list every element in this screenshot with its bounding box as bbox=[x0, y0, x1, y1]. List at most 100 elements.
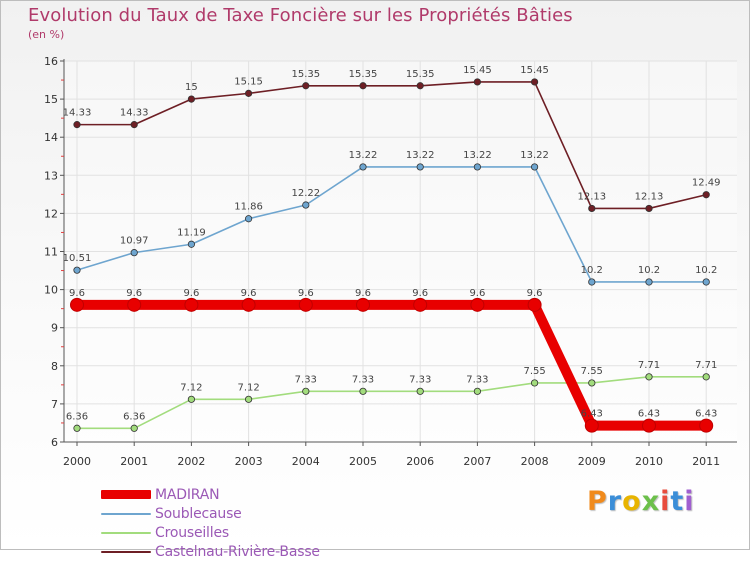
data-label-madiran-2000: 9.6 bbox=[69, 288, 85, 299]
point-crouseilles-2010 bbox=[645, 373, 653, 381]
data-label-soublecause-2000: 10.51 bbox=[63, 253, 92, 264]
data-label-castelnau-rivi-re-basse-2009: 12.13 bbox=[577, 191, 606, 202]
data-label-castelnau-rivi-re-basse-2007: 15.45 bbox=[463, 65, 492, 76]
point-madiran-2001 bbox=[127, 297, 142, 312]
x-tick-label-2000: 2000 bbox=[63, 455, 91, 468]
point-castelnau-rivi-re-basse-2009 bbox=[588, 204, 596, 213]
x-tick-label-2007: 2007 bbox=[463, 455, 491, 468]
point-soublecause-2009 bbox=[588, 278, 596, 286]
data-label-madiran-2005: 9.6 bbox=[355, 288, 371, 299]
data-label-madiran-2008: 9.6 bbox=[527, 288, 543, 299]
point-soublecause-2001 bbox=[130, 249, 138, 257]
point-soublecause-2007 bbox=[473, 163, 481, 171]
data-label-soublecause-2008: 13.22 bbox=[520, 150, 549, 161]
logo-letter: o bbox=[622, 486, 642, 517]
data-label-madiran-2010: 6.43 bbox=[638, 409, 660, 420]
point-crouseilles-2005 bbox=[359, 387, 367, 395]
y-tick-label-12: 12 bbox=[44, 207, 58, 220]
point-crouseilles-2009 bbox=[588, 379, 596, 387]
data-label-crouseilles-2009: 7.55 bbox=[581, 366, 603, 377]
legend-item-castelnau[interactable]: Castelnau-Rivière-Basse bbox=[101, 542, 320, 561]
point-crouseilles-2000 bbox=[73, 424, 81, 432]
legend-swatch-crouseilles bbox=[101, 531, 151, 534]
logo-letter: i bbox=[660, 486, 671, 517]
y-tick-label-13: 13 bbox=[44, 169, 58, 182]
point-madiran-2005 bbox=[356, 297, 370, 312]
data-label-madiran-2004: 9.6 bbox=[298, 288, 314, 299]
data-label-castelnau-rivi-re-basse-2010: 12.13 bbox=[635, 191, 664, 202]
x-tick-label-2004: 2004 bbox=[292, 455, 320, 468]
series-line-madiran bbox=[72, 299, 712, 431]
data-label-soublecause-2002: 11.19 bbox=[177, 227, 206, 238]
data-label-crouseilles-2001: 6.36 bbox=[123, 411, 145, 422]
y-tick-label-9: 9 bbox=[51, 322, 58, 335]
point-madiran-2007 bbox=[470, 297, 485, 312]
data-label-madiran-2009: 6.43 bbox=[581, 409, 603, 420]
legend-swatch-madiran bbox=[101, 490, 151, 499]
legend-item-madiran[interactable]: MADIRAN bbox=[101, 485, 320, 504]
data-label-castelnau-rivi-re-basse-2011: 12.49 bbox=[692, 178, 721, 189]
data-label-castelnau-rivi-re-basse-2002: 15 bbox=[185, 82, 198, 93]
series-line-castelnau-rivi-re-basse bbox=[76, 81, 708, 210]
data-label-crouseilles-2011: 7.71 bbox=[695, 360, 717, 371]
x-tick-label-2002: 2002 bbox=[177, 455, 205, 468]
data-label-crouseilles-2004: 7.33 bbox=[295, 374, 317, 385]
logo-letter: x bbox=[641, 486, 661, 517]
legend-label-castelnau: Castelnau-Rivière-Basse bbox=[155, 543, 320, 560]
series-madiran bbox=[70, 297, 714, 433]
data-label-madiran-2002: 9.6 bbox=[183, 288, 199, 299]
point-castelnau-rivi-re-basse-2004 bbox=[302, 82, 310, 90]
data-label-crouseilles-2008: 7.55 bbox=[523, 366, 545, 377]
point-crouseilles-2007 bbox=[473, 387, 481, 395]
x-tick-label-2001: 2001 bbox=[120, 455, 148, 468]
series-castelnau-rivi-re-basse bbox=[73, 78, 710, 213]
axes: 6 7 8 9 10 11 12 13 14 15 16 2000 2001 2002 2003 2004 20… bbox=[44, 55, 737, 468]
series-layer bbox=[70, 78, 714, 433]
legend-label-soublecause: Soublecause bbox=[155, 505, 242, 522]
legend-swatch-soublecause bbox=[101, 512, 151, 515]
point-soublecause-2005 bbox=[359, 163, 367, 171]
logo-letter: P bbox=[587, 486, 608, 517]
legend-swatch-castelnau bbox=[101, 550, 151, 553]
point-castelnau-rivi-re-basse-2006 bbox=[416, 82, 424, 90]
point-madiran-2004 bbox=[298, 297, 313, 312]
x-tick-label-2008: 2008 bbox=[521, 455, 549, 468]
point-madiran-2010 bbox=[642, 418, 656, 433]
point-madiran-2003 bbox=[241, 297, 256, 312]
data-label-soublecause-2006: 13.22 bbox=[406, 150, 435, 161]
legend-item-crouseilles[interactable]: Crouseilles bbox=[101, 523, 320, 542]
point-crouseilles-2006 bbox=[416, 387, 424, 395]
point-castelnau-rivi-re-basse-2005 bbox=[359, 82, 367, 90]
series-line-soublecause bbox=[76, 166, 708, 283]
point-castelnau-rivi-re-basse-2002 bbox=[187, 95, 195, 103]
data-label-soublecause-2011: 10.2 bbox=[695, 265, 717, 276]
legend-item-soublecause[interactable]: Soublecause bbox=[101, 504, 320, 523]
data-label-castelnau-rivi-re-basse-2000: 14.33 bbox=[63, 108, 92, 119]
x-tick-label-2005: 2005 bbox=[349, 455, 377, 468]
point-soublecause-2002 bbox=[187, 240, 195, 248]
point-madiran-2008 bbox=[527, 297, 542, 312]
point-soublecause-2004 bbox=[302, 201, 310, 209]
data-label-soublecause-2005: 13.22 bbox=[349, 150, 378, 161]
data-label-castelnau-rivi-re-basse-2005: 15.35 bbox=[349, 69, 378, 80]
x-tick-label-2011: 2011 bbox=[692, 455, 720, 468]
data-label-crouseilles-2002: 7.12 bbox=[180, 382, 202, 393]
point-castelnau-rivi-re-basse-2007 bbox=[473, 78, 481, 86]
data-label-castelnau-rivi-re-basse-2004: 15.35 bbox=[291, 69, 320, 80]
data-label-crouseilles-2006: 7.33 bbox=[409, 374, 431, 385]
x-tick-label-2009: 2009 bbox=[578, 455, 606, 468]
y-axis-unit: (en %) bbox=[28, 28, 65, 41]
data-label-castelnau-rivi-re-basse-2001: 14.33 bbox=[120, 108, 149, 119]
point-soublecause-2006 bbox=[416, 163, 424, 171]
point-castelnau-rivi-re-basse-2010 bbox=[645, 204, 653, 213]
point-soublecause-2000 bbox=[73, 266, 81, 274]
data-label-castelnau-rivi-re-basse-2003: 15.15 bbox=[234, 76, 263, 87]
point-crouseilles-2004 bbox=[302, 387, 310, 395]
point-castelnau-rivi-re-basse-2003 bbox=[245, 89, 253, 97]
data-label-madiran-2007: 9.6 bbox=[469, 288, 485, 299]
point-castelnau-rivi-re-basse-2011 bbox=[702, 191, 710, 199]
x-tick-label-2010: 2010 bbox=[635, 455, 663, 468]
y-tick-label-16: 16 bbox=[44, 55, 58, 68]
point-soublecause-2011 bbox=[702, 278, 710, 286]
